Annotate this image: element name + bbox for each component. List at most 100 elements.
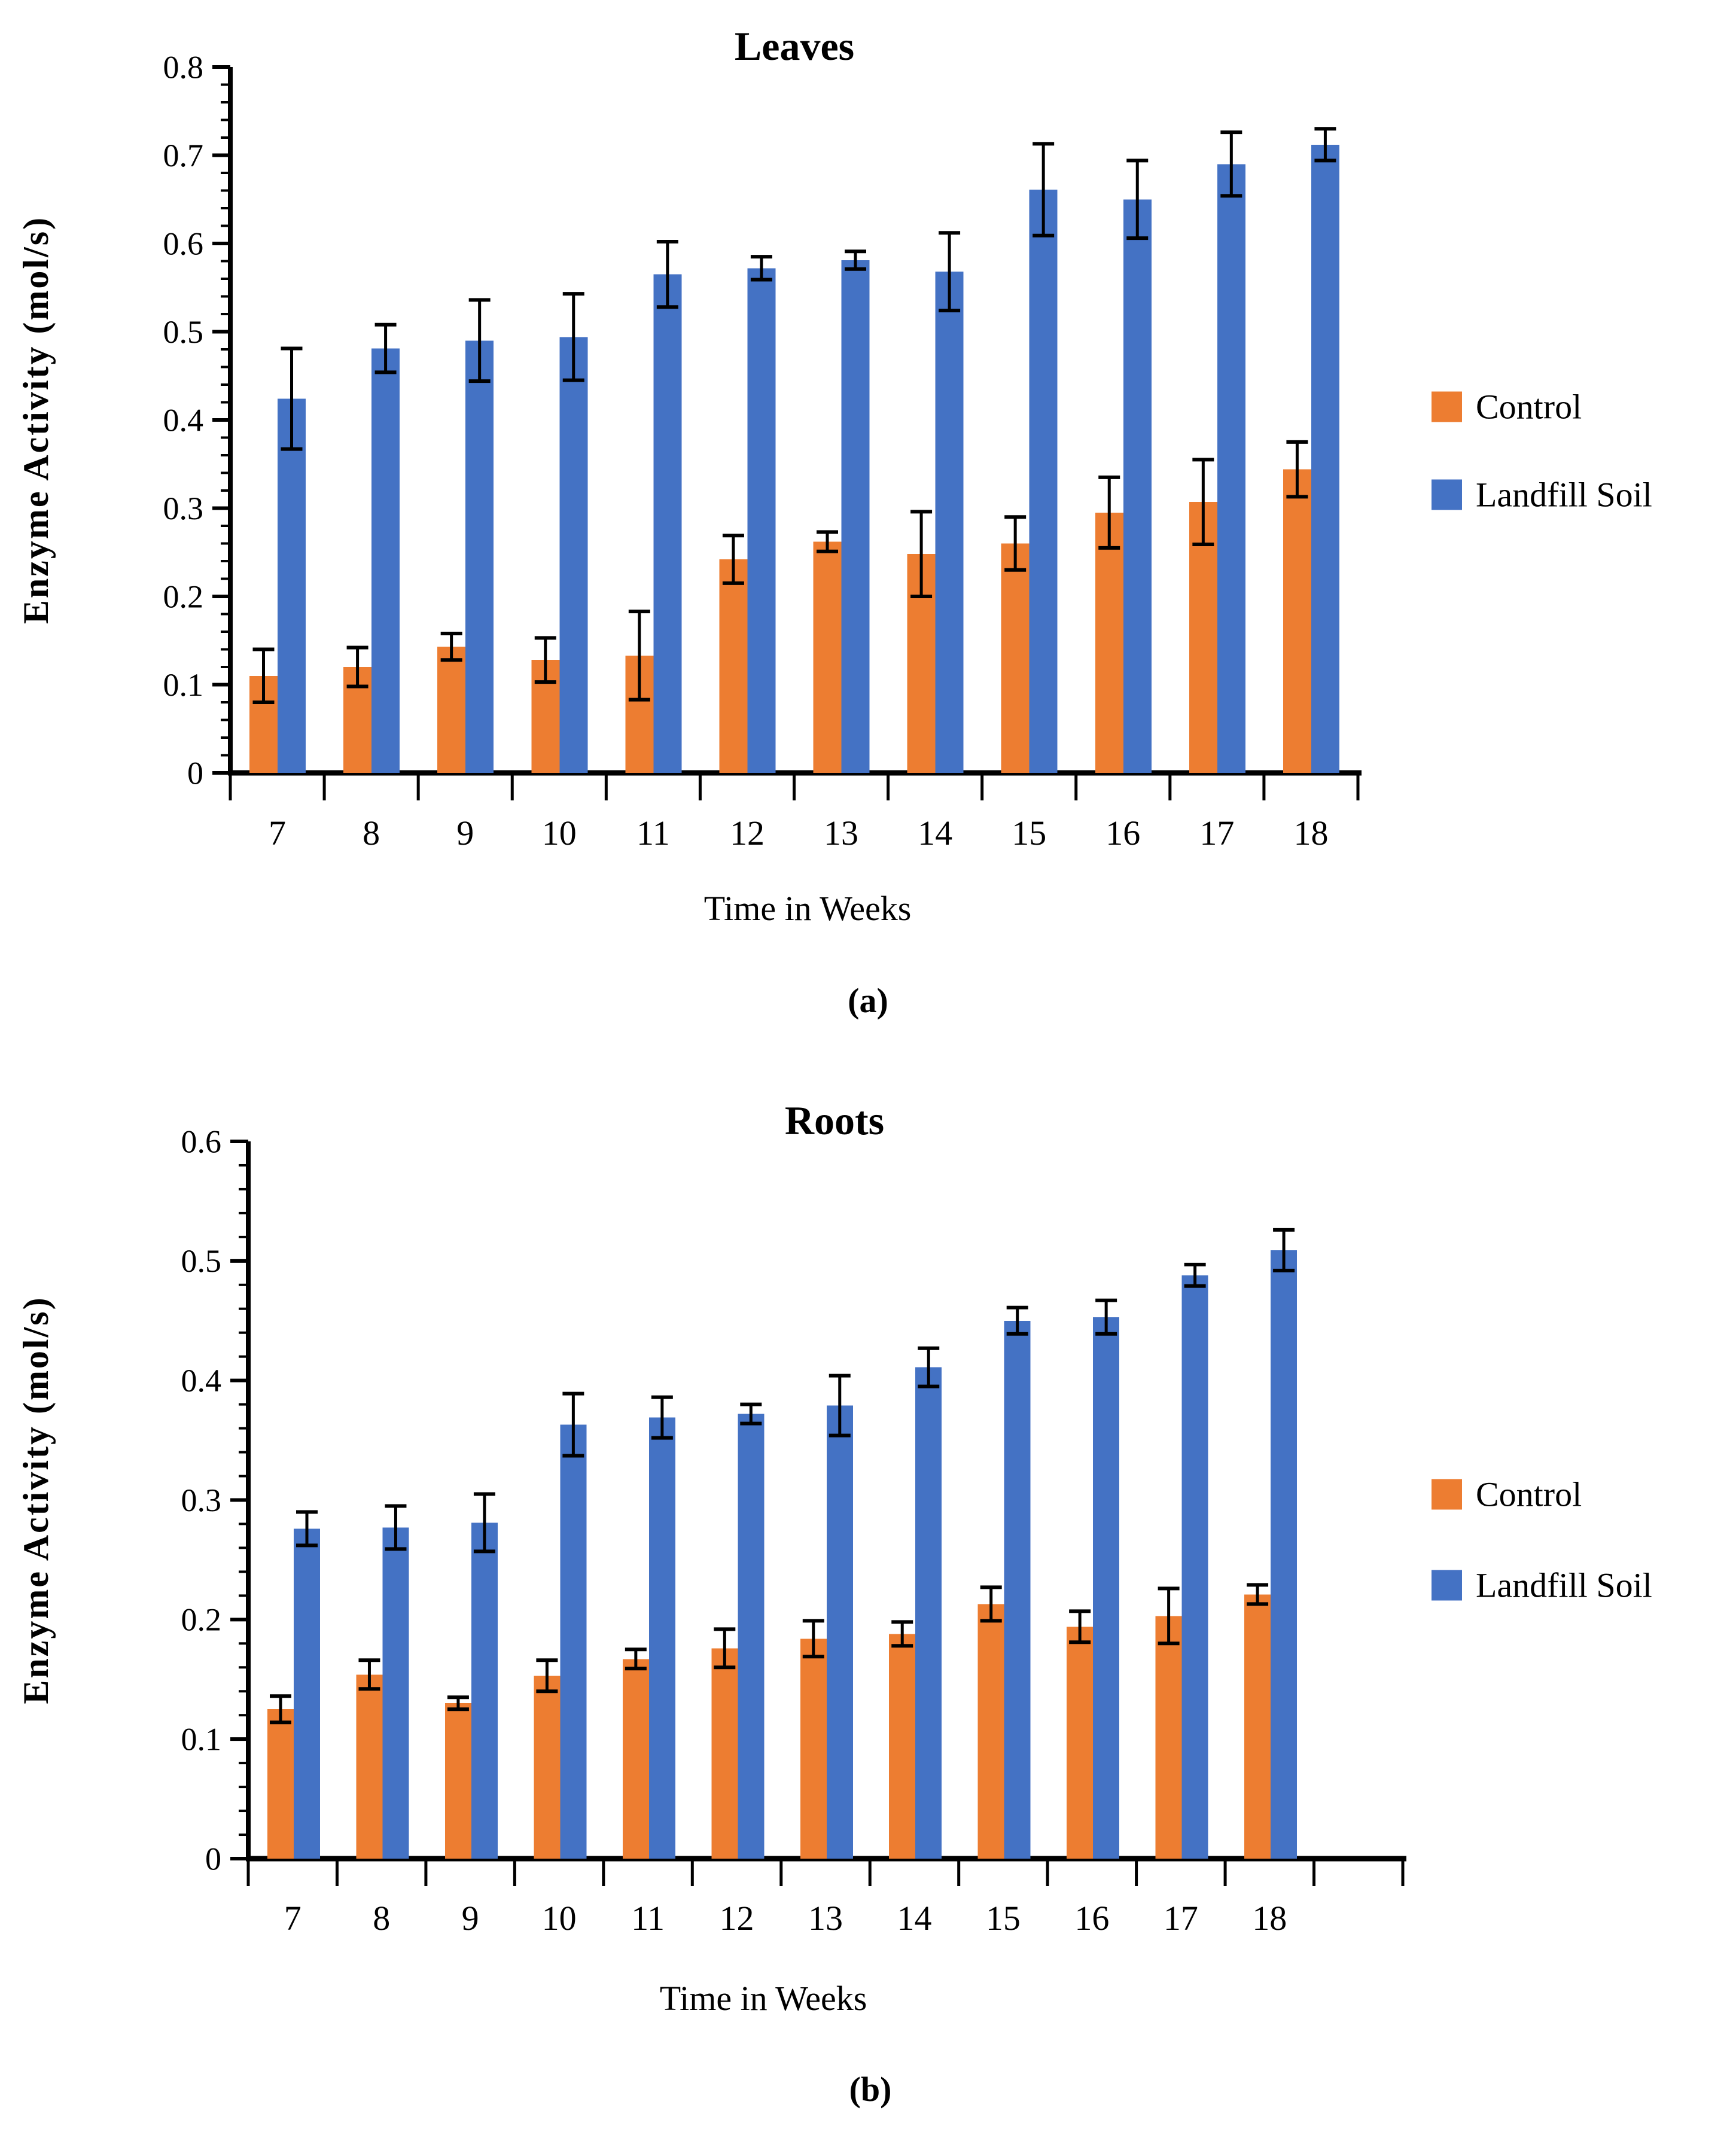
bar-landfill-soil-week-16 (1123, 199, 1152, 773)
x-tick-label-week-10: 10 (542, 814, 577, 852)
x-tick-label-week-15: 15 (986, 1899, 1021, 1938)
panel-caption: (a) (848, 981, 888, 1020)
bar-landfill-soil-week-17 (1217, 164, 1245, 773)
legend-swatch-control (1432, 391, 1462, 422)
y-tick-label: 0.2 (181, 1602, 222, 1638)
bar-control-week-13 (800, 1639, 827, 1859)
legend-swatch-landfill-soil (1432, 1570, 1462, 1601)
bar-control-week-12 (719, 559, 748, 773)
bar-landfill-soil-week-12 (738, 1414, 765, 1859)
bar-landfill-soil-week-8 (371, 348, 400, 773)
bar-landfill-soil-week-13 (841, 260, 870, 773)
y-tick-label: 0.3 (163, 491, 204, 526)
y-tick-label: 0.4 (181, 1363, 222, 1399)
bar-control-week-11 (622, 1659, 649, 1859)
y-tick-label: 0.7 (163, 138, 204, 173)
y-tick-label: 0.1 (181, 1722, 222, 1758)
bar-control-week-15 (977, 1604, 1004, 1859)
y-tick-label: 0.6 (181, 1123, 222, 1159)
y-axis-title: Enzyme Activity (mol/s) (16, 216, 56, 624)
x-tick-label-week-15: 15 (1012, 814, 1046, 852)
y-tick-label: 0.5 (163, 314, 204, 350)
x-tick-label-week-12: 12 (730, 814, 765, 852)
legend-label-landfill-soil: Landfill Soil (1476, 1566, 1652, 1605)
bar-control-week-17 (1189, 502, 1217, 773)
bar-landfill-soil-week-10 (560, 1424, 587, 1859)
x-axis-title: Time in Weeks (704, 889, 912, 928)
chart-title: Roots (785, 1098, 884, 1143)
x-tick-label-week-9: 9 (456, 814, 474, 852)
bar-landfill-soil-week-13 (826, 1405, 853, 1859)
bar-landfill-soil-week-15 (1029, 190, 1058, 773)
bar-landfill-soil-week-16 (1093, 1317, 1120, 1859)
y-tick-label: 0.3 (181, 1482, 222, 1518)
bar-control-week-16 (1067, 1627, 1094, 1859)
y-tick-label: 0.2 (163, 578, 204, 614)
x-tick-label-week-7: 7 (284, 1899, 301, 1938)
bar-control-week-13 (813, 541, 842, 773)
x-tick-label-week-8: 8 (363, 814, 380, 852)
bar-landfill-soil-week-14 (935, 272, 964, 773)
x-tick-label-week-10: 10 (542, 1899, 577, 1938)
bar-control-week-10 (534, 1676, 561, 1859)
x-tick-label-week-18: 18 (1252, 1899, 1287, 1938)
y-tick-label: 0.5 (181, 1243, 222, 1279)
bar-control-week-17 (1155, 1616, 1182, 1859)
x-tick-label-week-11: 11 (631, 1899, 665, 1938)
bar-control-week-18 (1283, 469, 1311, 773)
y-tick-label: 0.1 (163, 667, 204, 703)
bar-landfill-soil-week-8 (382, 1527, 409, 1859)
chart-title: Leaves (735, 23, 854, 69)
x-tick-label-week-14: 14 (897, 1899, 931, 1938)
legend-swatch-landfill-soil (1432, 479, 1462, 510)
y-tick-label: 0.8 (163, 49, 204, 85)
bar-landfill-soil-week-11 (648, 1417, 675, 1859)
y-tick-label: 0 (205, 1841, 221, 1877)
x-tick-label-week-14: 14 (918, 814, 952, 852)
bar-landfill-soil-week-7 (294, 1528, 320, 1859)
bar-control-week-14 (889, 1634, 916, 1859)
chart-panel-leaves: Leaves 0 0.1 0.2 0.3 0.4 0.5 0.6 0.7 0.8 7 8 9 10 11 12… (16, 23, 1652, 1020)
x-tick-label-week-16: 16 (1105, 814, 1140, 852)
x-tick-label-week-18: 18 (1293, 814, 1328, 852)
bar-landfill-soil-week-15 (1004, 1320, 1031, 1859)
x-tick-label-week-12: 12 (720, 1899, 754, 1938)
x-tick-label-week-17: 17 (1164, 1899, 1198, 1938)
x-tick-label-week-11: 11 (636, 814, 670, 852)
x-tick-label-week-13: 13 (808, 1899, 843, 1938)
bar-landfill-soil-week-10 (559, 337, 588, 773)
bar-control-week-7 (267, 1709, 294, 1859)
x-tick-label-week-8: 8 (373, 1899, 390, 1938)
bar-landfill-soil-week-12 (747, 268, 776, 773)
bar-landfill-soil-week-18 (1271, 1250, 1298, 1859)
y-axis-title: Enzyme Activity (mol/s) (16, 1296, 56, 1704)
x-tick-label-week-7: 7 (269, 814, 286, 852)
bar-landfill-soil-week-14 (915, 1367, 942, 1859)
bar-control-week-16 (1095, 512, 1123, 773)
x-tick-label-week-13: 13 (824, 814, 858, 852)
x-tick-label-week-16: 16 (1074, 1899, 1109, 1938)
panel-caption: (b) (849, 2070, 892, 2109)
bar-control-week-15 (1001, 543, 1030, 773)
legend-label-control: Control (1476, 1475, 1582, 1514)
x-tick-label-week-17: 17 (1199, 814, 1234, 852)
y-tick-label: 0.4 (163, 402, 204, 438)
y-tick-label: 0.6 (163, 226, 204, 261)
bar-control-week-18 (1244, 1594, 1271, 1859)
bar-control-week-9 (444, 1703, 471, 1859)
bar-control-week-8 (356, 1674, 383, 1859)
bar-landfill-soil-week-9 (471, 1522, 498, 1859)
legend-swatch-control (1432, 1479, 1462, 1510)
x-tick-label-week-9: 9 (462, 1899, 479, 1938)
bar-landfill-soil-week-11 (653, 274, 682, 773)
bar-landfill-soil-week-9 (465, 340, 494, 773)
bar-control-week-12 (711, 1648, 738, 1859)
bar-control-week-9 (437, 647, 466, 773)
legend-label-landfill-soil: Landfill Soil (1476, 476, 1652, 514)
y-tick-label: 0 (187, 755, 203, 791)
legend-label-control: Control (1476, 388, 1582, 427)
x-axis-title: Time in Weeks (660, 1979, 867, 2018)
bar-landfill-soil-week-7 (278, 398, 306, 773)
bar-landfill-soil-week-17 (1181, 1275, 1208, 1859)
